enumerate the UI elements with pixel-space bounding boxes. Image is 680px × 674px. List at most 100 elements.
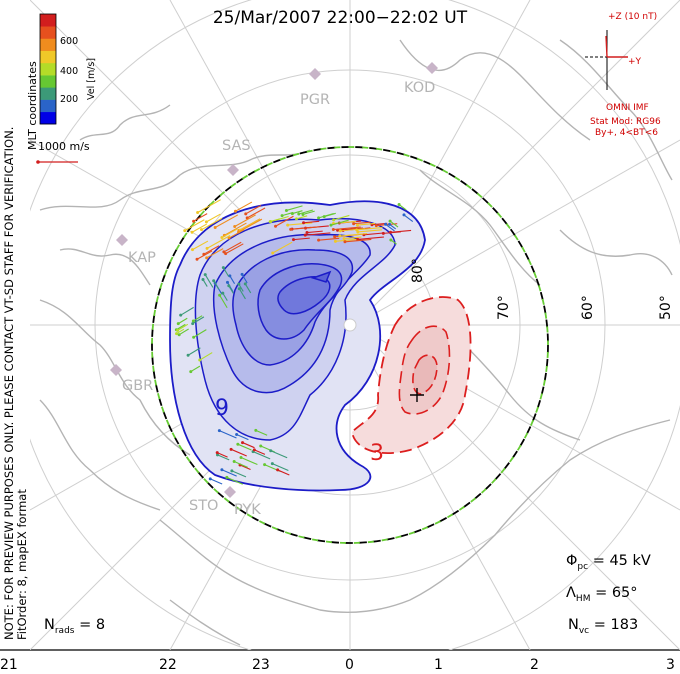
velocity-vector-origin (252, 448, 256, 452)
colorbar-segment (40, 62, 56, 76)
velocity-vector-origin (338, 234, 342, 238)
velocity-vector (306, 230, 323, 234)
velocity-vector-origin (220, 236, 224, 240)
velocity-vector (237, 443, 252, 451)
velocity-vector (193, 315, 203, 322)
mlt-tick-0: 0 (345, 657, 354, 673)
colorbar-segment (40, 14, 56, 27)
velocity-vector (242, 442, 255, 449)
imf-z-label: +Z (10 nT) (608, 12, 658, 22)
velocity-vector (214, 214, 239, 228)
velocity-vector-origin (229, 447, 233, 451)
velocity-vector (217, 452, 228, 458)
velocity-vector-origin (388, 222, 392, 226)
velocity-vector (272, 463, 289, 471)
latitude-label-70: 70° (496, 295, 512, 320)
velocity-vector-origin (294, 217, 298, 221)
velocity-vector (246, 207, 266, 219)
velocity-vector-origin (240, 272, 244, 276)
velocity-vector-origin (192, 219, 196, 223)
velocity-vector-origin (269, 220, 273, 224)
velocity-vector (236, 434, 249, 441)
station-kod: KOD (404, 80, 436, 96)
velocity-vector-origin (225, 475, 229, 479)
velocity-vector-origin (204, 220, 208, 224)
velocity-vector (210, 478, 223, 485)
velocity-vectors (174, 199, 414, 485)
latitude-label-50: 50° (658, 295, 674, 320)
velocity-vector-origin (208, 477, 212, 481)
velocity-vector (287, 222, 313, 226)
station-pgr: PGR (300, 92, 331, 108)
mlt-coordinates-label: MLT coordinates (26, 61, 39, 150)
velocity-vector-origin (218, 293, 222, 297)
velocity-vector-origin (189, 370, 193, 374)
velocity-vector (235, 201, 253, 212)
pos-contour-label: 3 (370, 441, 384, 466)
velocity-vector-origin (200, 228, 204, 232)
latitude-label-60: 60° (580, 295, 596, 320)
velocity-vector-origin (301, 212, 305, 216)
velocity-vector-origin (232, 460, 236, 464)
velocity-vector (324, 212, 336, 218)
velocity-vector (281, 211, 294, 217)
velocity-vector-origin (186, 353, 190, 357)
velocity-vector (176, 323, 186, 331)
velocity-vector (296, 215, 308, 220)
velocity-colorbar (39, 13, 57, 125)
velocity-vector-origin (227, 284, 231, 288)
velocity-vector-origin (303, 233, 307, 237)
velocity-vector (340, 228, 366, 232)
imf-clock (585, 30, 630, 90)
fit-order-note: FitOrder: 8, mapEX format (15, 489, 29, 640)
colorbar-segment (40, 99, 56, 113)
negative-potential-cell (169, 200, 426, 492)
velocity-vector (222, 267, 230, 277)
colorbar-label: Vel [m/s] (86, 57, 97, 100)
velocity-vector (302, 210, 315, 215)
velocity-vector (190, 365, 201, 373)
velocity-vector-origin (269, 449, 273, 453)
hm-boundary-latitude: ΛHM = 65° (566, 585, 638, 604)
velocity-vector-origin (384, 222, 388, 226)
velocity-vector (403, 214, 414, 222)
velocity-vector-origin (329, 223, 333, 227)
velocity-vector (293, 237, 310, 241)
velocity-vector (191, 223, 207, 233)
station-pyk: PYK (234, 502, 261, 518)
velocity-vector-origin (243, 282, 247, 286)
velocity-vector (385, 223, 395, 232)
velocity-vector-origin (230, 469, 234, 473)
velocity-vector (217, 454, 230, 461)
velocity-vector-origin (338, 229, 342, 233)
velocity-vector-origin (322, 215, 326, 219)
velocity-vector-origin (302, 221, 306, 225)
mlt-tick-22: 22 (159, 657, 177, 673)
velocity-vector (224, 222, 247, 236)
velocity-vector-origin (215, 451, 219, 455)
velocity-vector-origin (389, 238, 393, 242)
colorbar-segment (40, 75, 56, 88)
preview-note: NOTE: FOR PREVIEW PURPOSES ONLY. PLEASE … (2, 127, 29, 640)
velocity-vector (206, 235, 231, 249)
velocity-vector (228, 229, 245, 239)
velocity-vector (318, 237, 340, 241)
velocity-vector-origin (190, 230, 194, 234)
velocity-vector (298, 209, 314, 215)
velocity-vector (180, 306, 194, 316)
velocity-vector-origin (286, 223, 290, 227)
velocity-vector-origin (259, 444, 263, 448)
velocity-vector-origin (217, 429, 221, 433)
velocity-vector (234, 214, 256, 228)
velocity-vector (241, 274, 248, 284)
velocity-vector-origin (191, 322, 195, 326)
velocity-vector-origin (333, 239, 337, 243)
velocity-vector (187, 347, 201, 356)
velocity-vector (192, 240, 209, 251)
velocity-vector-origin (191, 248, 195, 252)
velocity-vector-origin (198, 358, 202, 362)
velocity-vector-origin (343, 240, 347, 244)
velocity-vector-origin (221, 266, 225, 270)
velocity-vector-origin (237, 282, 241, 286)
